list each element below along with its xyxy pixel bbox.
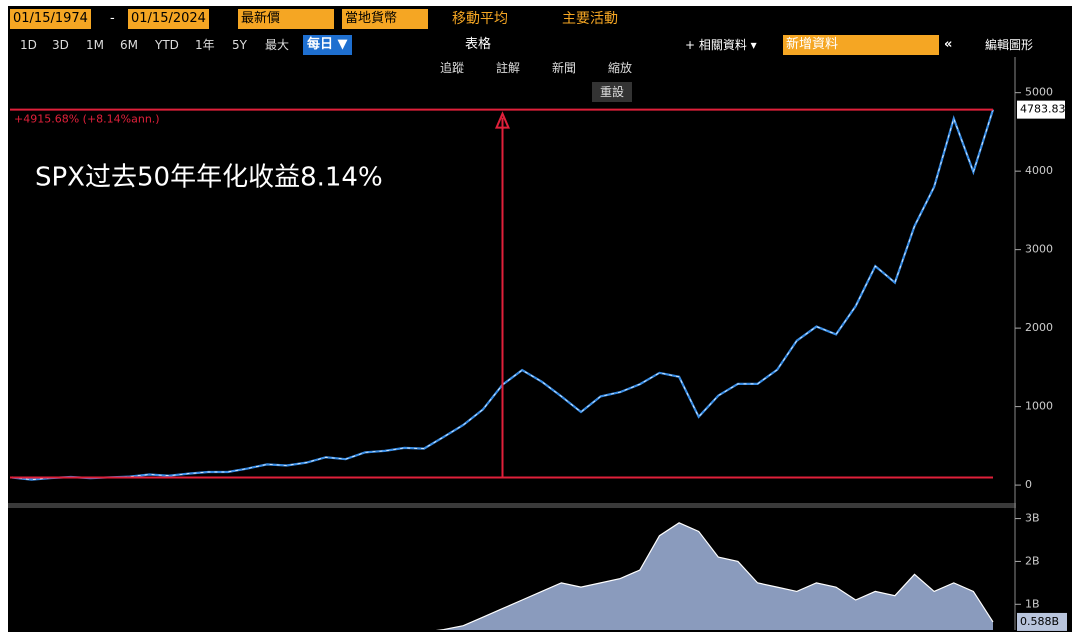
related-button[interactable]: + 相關資料 ▾ bbox=[685, 38, 757, 52]
table-button[interactable]: 表格 bbox=[465, 37, 492, 52]
frequency[interactable]: 每日 ▼ bbox=[303, 35, 352, 55]
last-value-box bbox=[1017, 100, 1065, 119]
background bbox=[8, 6, 1072, 632]
tool-button[interactable]: 註解 bbox=[496, 61, 521, 75]
y-tick-label: 3B bbox=[1025, 512, 1040, 525]
panel-divider bbox=[8, 503, 1016, 508]
volume-panel bbox=[435, 522, 994, 630]
y-tick-label: 2B bbox=[1025, 554, 1040, 567]
y-tick-label: 4000 bbox=[1025, 164, 1053, 177]
range-button[interactable]: 5Y bbox=[232, 38, 247, 52]
start-date[interactable]: 01/15/1974 bbox=[10, 9, 91, 29]
y-tick-label: 3000 bbox=[1025, 243, 1053, 256]
y-tick-label: 1000 bbox=[1025, 400, 1053, 413]
last-value-label: 4783.83 bbox=[1020, 103, 1066, 116]
volume-area bbox=[440, 522, 993, 630]
date-separator: - bbox=[110, 11, 115, 26]
return-arrow-head bbox=[494, 111, 511, 129]
moving-avg[interactable]: 移動平均 bbox=[452, 11, 508, 27]
y-tick-label: 0 bbox=[1025, 478, 1032, 491]
range-button[interactable]: 1D bbox=[20, 38, 37, 52]
new-data-input[interactable]: 新增資料 bbox=[783, 35, 939, 55]
return-label: +4915.68% (+8.14%ann.) bbox=[14, 113, 160, 126]
key-events[interactable]: 主要活動 bbox=[562, 11, 618, 27]
range-button[interactable]: 最大 bbox=[265, 38, 290, 52]
y-tick-label: 5000 bbox=[1025, 86, 1053, 99]
y-tick-label: 2000 bbox=[1025, 321, 1053, 334]
end-date[interactable]: 01/15/2024 bbox=[128, 9, 209, 29]
tool-button[interactable]: 新聞 bbox=[552, 61, 577, 75]
last-value-box bbox=[1017, 612, 1067, 631]
y-tick-label: 1B bbox=[1025, 597, 1040, 610]
last-value-label: 0.588B bbox=[1020, 615, 1059, 628]
tool-button[interactable]: 縮放 bbox=[608, 61, 633, 75]
currency[interactable]: 當地貨幣 bbox=[342, 9, 428, 29]
reset-button[interactable]: 重設 bbox=[592, 82, 633, 102]
range-button[interactable]: YTD bbox=[155, 38, 179, 52]
range-button[interactable]: 1M bbox=[86, 38, 104, 52]
range-button[interactable]: 6M bbox=[120, 38, 138, 52]
price-panel: +4915.68% (+8.14%ann.) SPX过去50年年化收益8.14% 4… bbox=[10, 100, 1066, 481]
tool-button[interactable]: 追蹤 bbox=[440, 61, 465, 75]
edit-chart-button[interactable]: 編輯圖形 bbox=[985, 38, 1034, 52]
volume-line bbox=[435, 522, 994, 630]
range-button[interactable]: 1年 bbox=[195, 38, 215, 52]
price-field[interactable]: 最新價 bbox=[238, 9, 334, 29]
collapse-button[interactable]: « bbox=[944, 37, 953, 52]
annotation: SPX过去50年年化收益8.14% bbox=[35, 163, 383, 193]
range-button[interactable]: 3D bbox=[52, 38, 69, 52]
